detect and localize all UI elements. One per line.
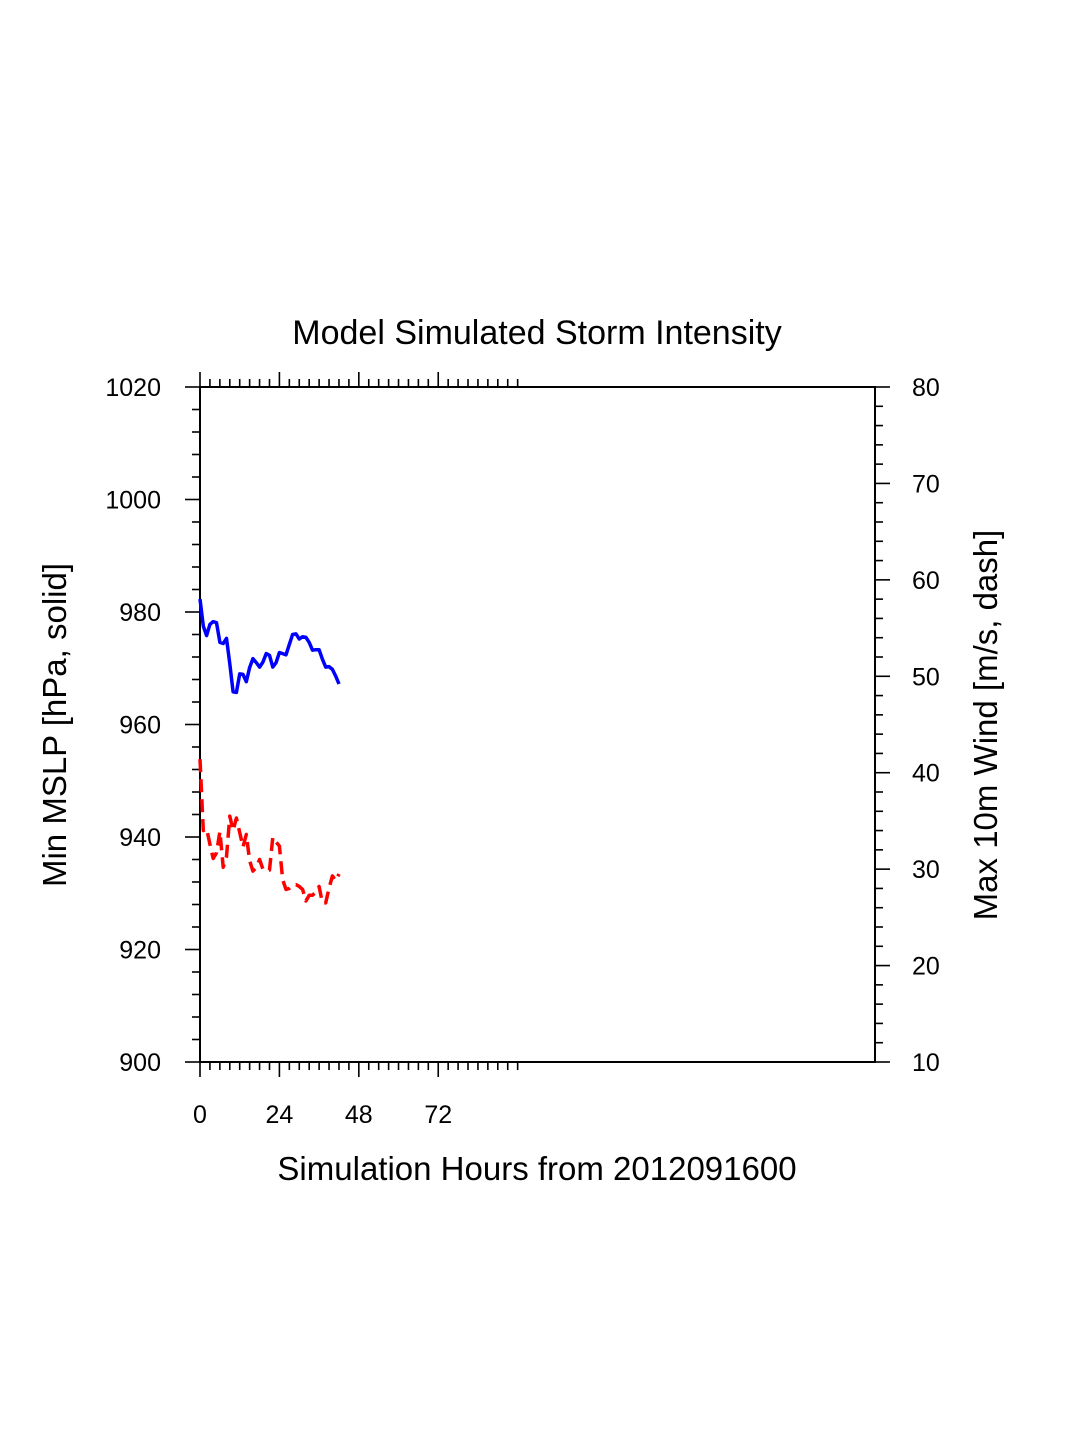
x-tick-label: 0 [193, 1101, 207, 1129]
mslp-solid-line [198, 598, 341, 695]
wind-dashed-line [198, 759, 341, 905]
x-tick-label: 48 [345, 1101, 373, 1129]
x-axis-title: Simulation Hours from 2012091600 [277, 1150, 796, 1187]
y-right-tick-label: 10 [912, 1049, 940, 1077]
y-right-tick-label: 40 [912, 760, 940, 788]
x-tick-label: 72 [424, 1101, 452, 1129]
plot-frame [199, 386, 876, 1063]
y-left-tick-label: 1020 [105, 374, 161, 402]
y-left-tick-label: 980 [119, 599, 161, 627]
y-right-tick-label: 70 [912, 470, 940, 498]
axis-tick-labels: 9009209409609801000102010203040506070800… [105, 374, 939, 1129]
y-left-tick-label: 1000 [105, 487, 161, 515]
y-left-tick-label: 900 [119, 1049, 161, 1077]
y-left-tick-label: 940 [119, 824, 161, 852]
y-right-tick-label: 80 [912, 374, 940, 402]
y-right-tick-label: 50 [912, 663, 940, 691]
chart-title: Model Simulated Storm Intensity [292, 314, 781, 352]
y-right-tick-label: 60 [912, 567, 940, 595]
axis-ticks [185, 372, 890, 1077]
x-tick-label: 24 [266, 1101, 294, 1129]
y-axis-title-left: Min MSLP [hPa, solid] [36, 563, 73, 887]
y-left-tick-label: 960 [119, 712, 161, 740]
y-right-tick-label: 30 [912, 856, 940, 884]
y-right-tick-label: 20 [912, 953, 940, 981]
y-left-tick-label: 920 [119, 937, 161, 965]
y-axis-title-right: Max 10m Wind [m/s, dash] [967, 530, 1004, 921]
